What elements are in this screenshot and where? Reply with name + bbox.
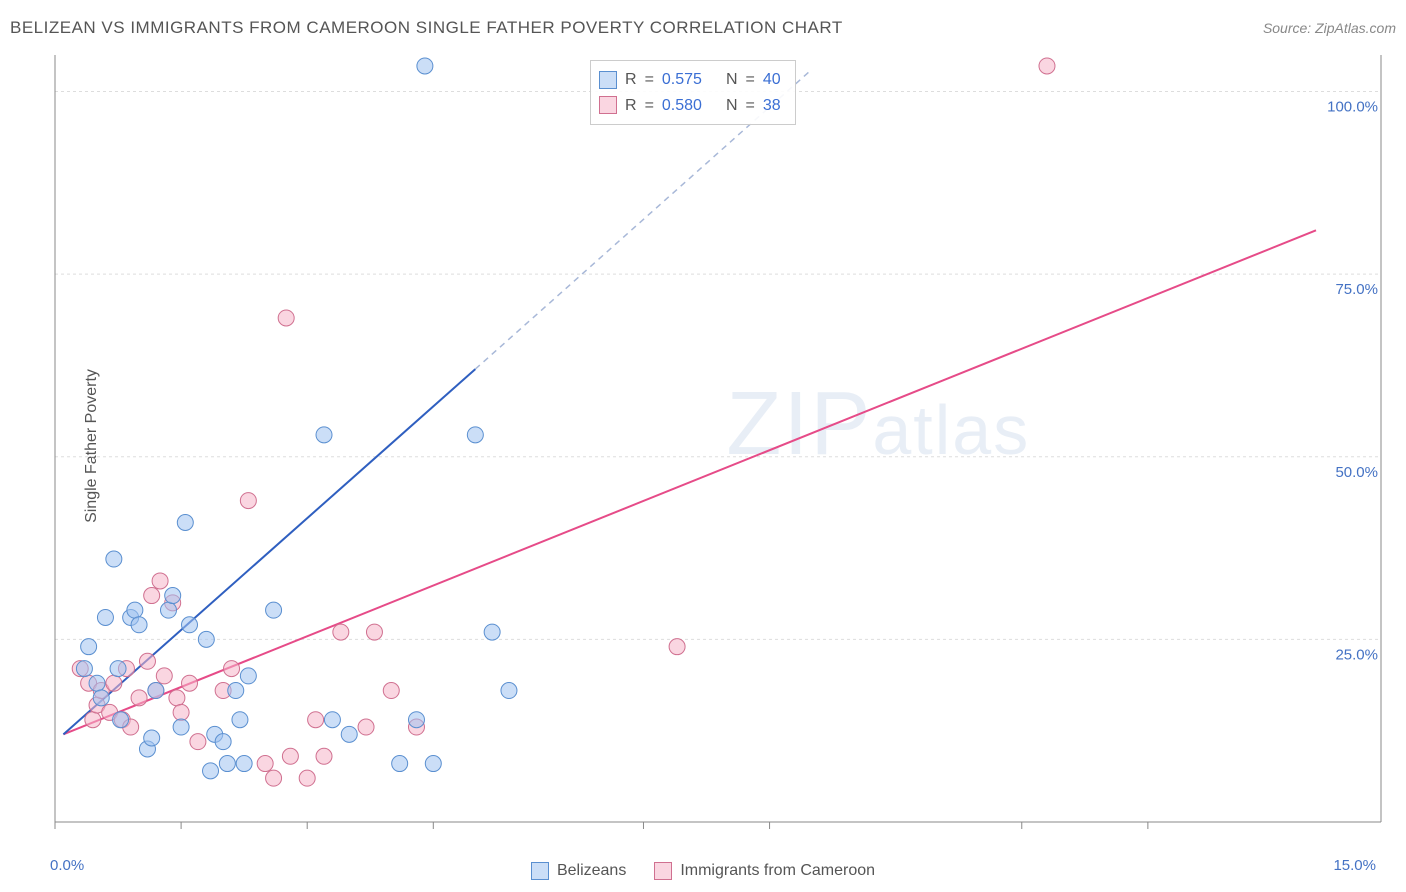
legend-swatch-blue	[531, 862, 549, 880]
stats-row-blue: R = 0.575 N = 40	[599, 67, 781, 93]
svg-text:50.0%: 50.0%	[1335, 464, 1378, 481]
stat-eq: =	[746, 93, 755, 119]
stat-R-pink: 0.580	[662, 93, 702, 119]
source-label: Source: ZipAtlas.com	[1263, 20, 1396, 36]
svg-text:25.0%: 25.0%	[1335, 646, 1378, 663]
stat-eq: =	[645, 93, 654, 119]
svg-text:100.0%: 100.0%	[1327, 99, 1378, 116]
legend-swatch-pink	[654, 862, 672, 880]
legend: Belizeans Immigrants from Cameroon	[0, 862, 1406, 880]
stat-R-label: R	[625, 93, 637, 119]
stat-N-pink: 38	[763, 93, 781, 119]
legend-item-pink: Immigrants from Cameroon	[654, 862, 875, 880]
stat-N-label: N	[726, 93, 738, 119]
stats-row-pink: R = 0.580 N = 38	[599, 93, 781, 119]
stat-R-blue: 0.575	[662, 67, 702, 93]
stat-R-label: R	[625, 67, 637, 93]
stat-eq: =	[645, 67, 654, 93]
correlation-stats-box: R = 0.575 N = 40 R = 0.580 N = 38	[590, 60, 796, 125]
stat-eq: =	[746, 67, 755, 93]
scatter-plot: ZIPatlas 25.0% 50.0% 75.0% 100.0%	[50, 50, 1386, 842]
svg-text:ZIPatlas: ZIPatlas	[726, 374, 1030, 474]
stat-N-label: N	[726, 67, 738, 93]
legend-label-blue: Belizeans	[557, 862, 626, 880]
chart-title: BELIZEAN VS IMMIGRANTS FROM CAMEROON SIN…	[10, 18, 843, 38]
legend-label-pink: Immigrants from Cameroon	[680, 862, 875, 880]
svg-text:75.0%: 75.0%	[1335, 281, 1378, 298]
chart-container: Single Father Poverty ZIPatlas25.0%50.0%…	[50, 50, 1386, 842]
swatch-pink	[599, 96, 617, 114]
swatch-blue	[599, 71, 617, 89]
stat-N-blue: 40	[763, 67, 781, 93]
legend-item-blue: Belizeans	[531, 862, 626, 880]
